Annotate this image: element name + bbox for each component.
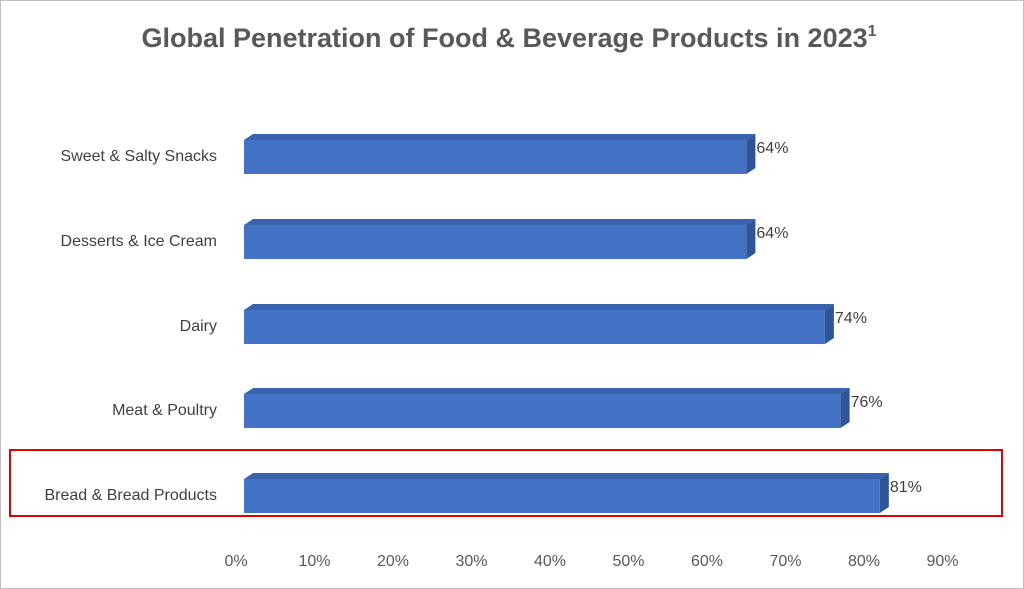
x-tick-label: 0% (224, 553, 247, 570)
bar-side-face (746, 134, 756, 174)
category-label: Meat & Poultry (112, 402, 217, 419)
x-tick-label: 80% (848, 553, 880, 570)
x-tick-label: 20% (377, 553, 409, 570)
x-tick-label: 70% (769, 553, 801, 570)
bar-sweet-and-salty-snacks (244, 134, 756, 174)
data-label: 64% (756, 225, 788, 242)
bar-front-face (244, 479, 880, 513)
x-axis-ticks: 0% 10% 20% 30% 40% 50% 60% 70% 80% 90% (224, 553, 958, 570)
data-label: 74% (835, 310, 867, 327)
category-labels: Sweet & Salty Snacks Desserts & Ice Cream… (44, 148, 217, 504)
bar-top-face (244, 473, 889, 479)
bars-layer (244, 134, 889, 513)
data-label: 64% (756, 140, 788, 157)
category-label: Dairy (180, 318, 217, 335)
chart-title: Global Penetration of Food & Beverage Pr… (141, 23, 876, 53)
chart-title-text: Global Penetration of Food & Beverage Pr… (141, 23, 867, 53)
bar-side-face (840, 388, 850, 428)
bar-front-face (244, 225, 747, 259)
bar-meat-and-poultry (244, 388, 850, 428)
bar-side-face (824, 304, 834, 344)
bar-front-face (244, 394, 841, 428)
data-label: 76% (851, 394, 883, 411)
bar-desserts-and-ice-cream (244, 219, 756, 259)
bar-top-face (244, 388, 850, 394)
highlight-box (9, 449, 1003, 517)
bar-front-face (244, 140, 747, 174)
x-tick-label: 60% (691, 553, 723, 570)
bar-side-face (746, 219, 756, 259)
data-label: 81% (890, 479, 922, 496)
x-tick-label: 30% (455, 553, 487, 570)
data-labels: 64% 64% 74% 76% 81% (756, 140, 921, 496)
x-tick-label: 90% (926, 553, 958, 570)
category-label: Desserts & Ice Cream (61, 233, 217, 250)
bar-dairy (244, 304, 834, 344)
bar-front-face (244, 310, 825, 344)
bar-bread-and-bread-products (244, 473, 889, 513)
category-label: Bread & Bread Products (44, 487, 217, 504)
bar-side-face (879, 473, 889, 513)
chart-title-superscript: 1 (868, 23, 877, 40)
category-label: Sweet & Salty Snacks (60, 148, 217, 165)
x-tick-label: 10% (298, 553, 330, 570)
bar-top-face (244, 134, 756, 140)
highlight-layer (9, 449, 1003, 517)
x-tick-label: 40% (534, 553, 566, 570)
x-tick-label: 50% (612, 553, 644, 570)
bar-top-face (244, 219, 756, 225)
bar-top-face (244, 304, 834, 310)
